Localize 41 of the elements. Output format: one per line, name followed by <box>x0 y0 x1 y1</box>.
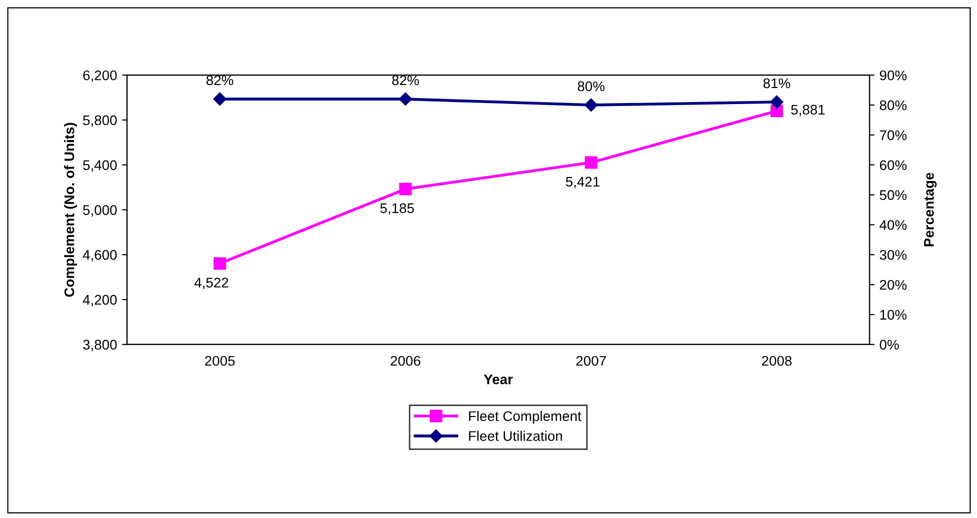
point <box>398 92 412 106</box>
point <box>584 98 598 112</box>
y2-tick-label: 80% <box>880 100 907 110</box>
x-axis-title: Year <box>484 374 513 384</box>
point <box>213 92 226 106</box>
y-tick-label: 4,200 <box>82 294 117 306</box>
x-tick-label: 2006 <box>390 356 420 366</box>
data-label: 81% <box>763 78 790 88</box>
y2-tick-label: 10% <box>880 310 907 320</box>
data-label: 5,185 <box>380 203 414 215</box>
y-tick-label: 5,800 <box>83 115 117 127</box>
point <box>399 182 412 196</box>
x-tick-label: 2005 <box>205 356 235 366</box>
y-tick-label: 5,000 <box>83 205 117 217</box>
point <box>584 156 598 169</box>
data-label: 5,881 <box>791 104 825 116</box>
y2-tick-label: 90% <box>880 70 907 80</box>
data-label: 80% <box>578 81 604 92</box>
data-label: 82% <box>206 75 234 86</box>
y2-tick-label: 40% <box>880 220 907 230</box>
data-label: 5,421 <box>566 176 600 188</box>
data-label: 4,522 <box>194 278 228 290</box>
data-label: 82% <box>392 75 419 86</box>
legend-label: Fleet Utilization <box>469 430 562 441</box>
x-tick-label: 2007 <box>576 356 606 366</box>
y2-tick-label: 20% <box>880 280 907 290</box>
y2-tick-label: 70% <box>880 130 907 140</box>
y2-tick-label: 60% <box>880 160 907 170</box>
y2-tick-label: 0% <box>880 340 899 350</box>
legend-label: Fleet Complement <box>469 410 582 424</box>
y-tick-label: 3,800 <box>83 340 117 352</box>
y-tick-label: 6,200 <box>83 70 117 82</box>
y-tick-label: 4,600 <box>82 250 117 262</box>
point <box>770 95 784 109</box>
y-axis-title: Complement (No. of Units) <box>64 122 77 297</box>
y2-tick-label: 30% <box>880 250 907 260</box>
y2-tick-label: 50% <box>880 190 907 200</box>
y2-axis-title: Percentage <box>924 172 937 246</box>
x-tick-label: 2008 <box>762 356 792 366</box>
point <box>214 257 226 270</box>
y-tick-label: 5,400 <box>83 160 117 172</box>
